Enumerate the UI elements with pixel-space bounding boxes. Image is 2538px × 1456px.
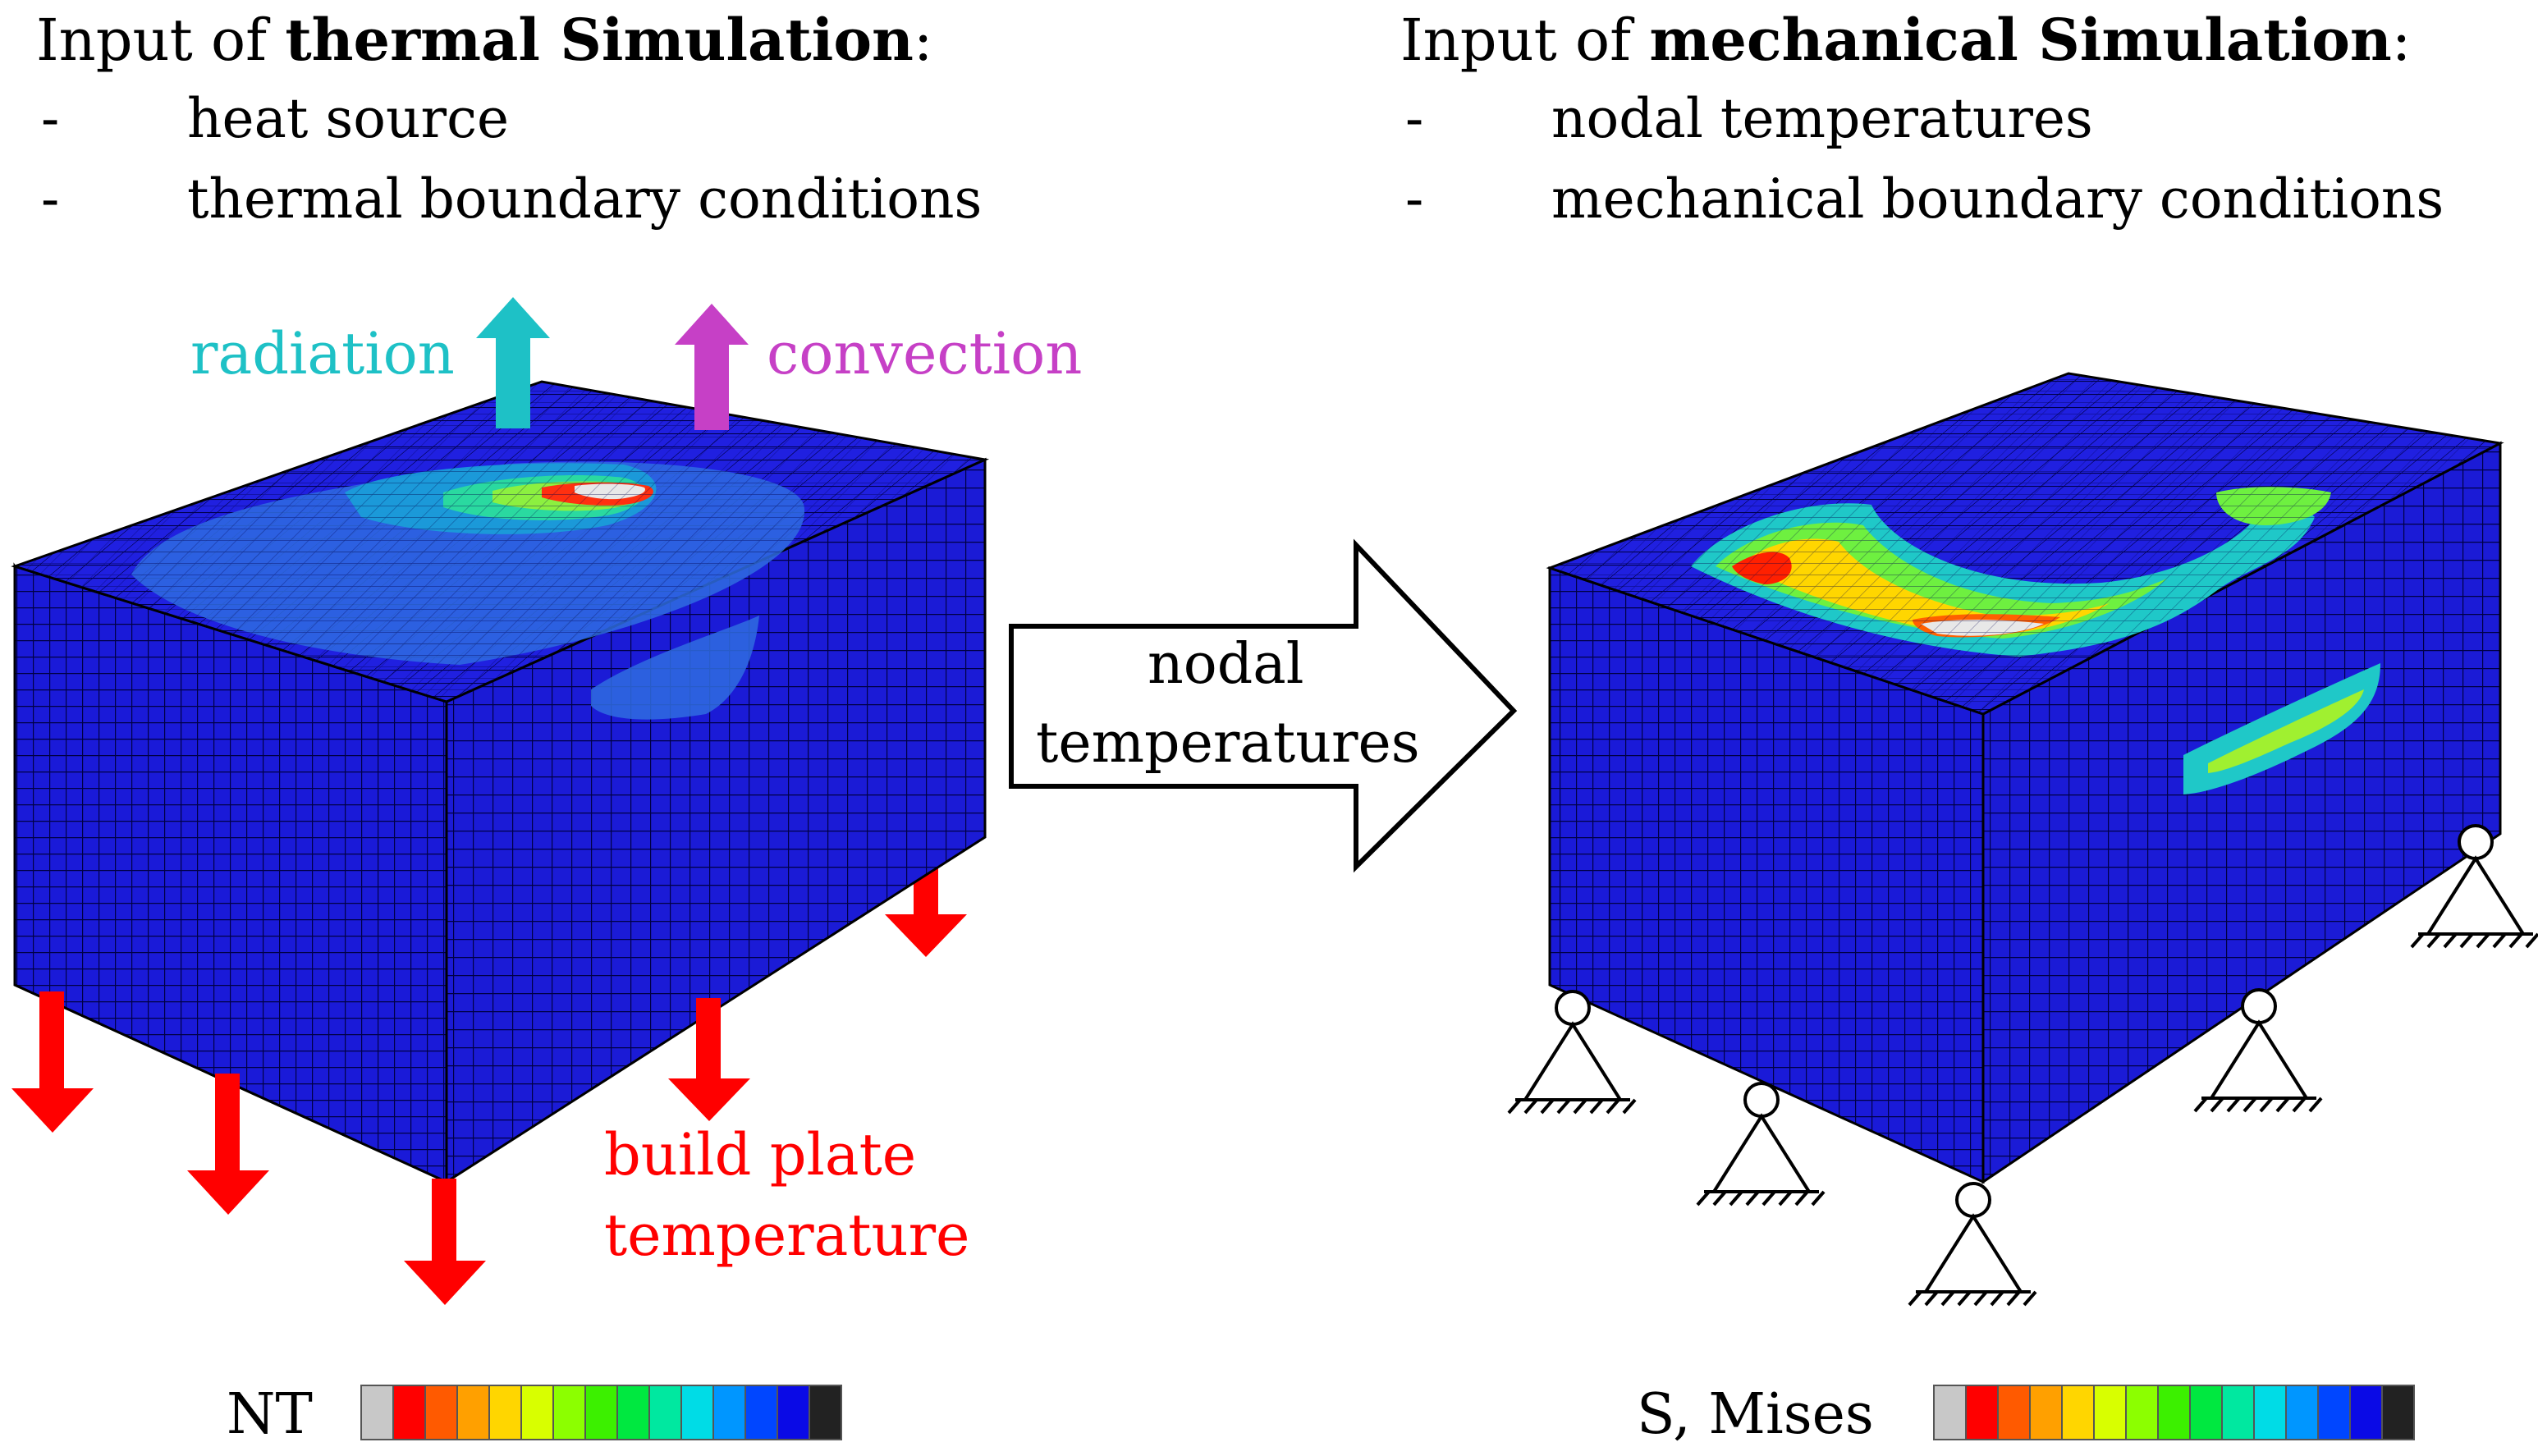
- colormap-swatch: [2381, 1385, 2415, 1440]
- colormap-swatch: [488, 1385, 522, 1440]
- mechanical-heading: Input of mechanical Simulation:: [1400, 6, 2412, 74]
- colormap-swatch: [744, 1385, 778, 1440]
- colormap-swatch: [424, 1385, 458, 1440]
- build-plate-label-1: build plate: [604, 1121, 917, 1188]
- thermal-heading: Input of thermal Simulation:: [36, 6, 933, 74]
- transfer-arrow: [1009, 538, 1518, 873]
- radiation-label: radiation: [190, 320, 455, 387]
- colormap-swatch: [2029, 1385, 2063, 1440]
- pin-support: [1507, 990, 1637, 1115]
- nt-legend-label: NT: [227, 1382, 313, 1447]
- build-plate-label-2: temperature: [604, 1202, 970, 1269]
- colormap-swatch: [2285, 1385, 2319, 1440]
- mechanical-bullet-1: -: [1405, 87, 1424, 150]
- colormap-swatch: [2061, 1385, 2095, 1440]
- colormap-swatch: [616, 1385, 650, 1440]
- mechanical-bullet-2: -: [1405, 167, 1424, 231]
- colormap-swatch: [552, 1385, 586, 1440]
- convection-label: convection: [767, 320, 1083, 387]
- pin-support: [1908, 1182, 2037, 1307]
- thermal-bullet-2: -: [41, 167, 60, 231]
- colormap-swatch: [712, 1385, 746, 1440]
- thermal-item-heat-source: heat source: [187, 87, 510, 150]
- mises-legend-label: S, Mises: [1637, 1382, 1874, 1447]
- arrow-label-2: temperatures: [1036, 711, 1420, 776]
- pin-support: [1696, 1082, 1826, 1206]
- colormap-swatch: [2093, 1385, 2127, 1440]
- mechanical-item-nodal: nodal temperatures: [1551, 87, 2093, 150]
- radiation-arrow: [476, 297, 550, 428]
- colormap-swatch: [777, 1385, 810, 1440]
- colormap-swatch: [392, 1385, 426, 1440]
- colormap-swatch: [680, 1385, 714, 1440]
- convection-arrow: [675, 304, 749, 430]
- thermal-item-boundary: thermal boundary conditions: [187, 167, 983, 231]
- arrow-label-1: nodal: [1148, 632, 1304, 697]
- colormap-swatch: [1965, 1385, 1999, 1440]
- colormap-swatch: [2189, 1385, 2223, 1440]
- pin-support: [2193, 988, 2323, 1113]
- pin-support: [2410, 824, 2538, 949]
- colormap-swatch: [2253, 1385, 2287, 1440]
- colormap-swatch: [520, 1385, 554, 1440]
- colormap-swatch: [809, 1385, 842, 1440]
- build-plate-arrows: [11, 991, 750, 1305]
- nt-colormap: [360, 1385, 842, 1440]
- colormap-swatch: [2157, 1385, 2191, 1440]
- colormap-swatch: [2317, 1385, 2351, 1440]
- colormap-swatch: [1997, 1385, 2031, 1440]
- thermal-bullet-1: -: [41, 87, 60, 150]
- colormap-swatch: [2125, 1385, 2159, 1440]
- colormap-swatch: [584, 1385, 618, 1440]
- colormap-swatch: [1933, 1385, 1967, 1440]
- thermal-mesh-block: [11, 380, 990, 1185]
- colormap-swatch: [648, 1385, 682, 1440]
- colormap-swatch: [456, 1385, 490, 1440]
- mises-colormap: [1933, 1385, 2415, 1440]
- colormap-swatch: [360, 1385, 394, 1440]
- colormap-swatch: [2349, 1385, 2383, 1440]
- pin-supports: [1507, 824, 2538, 1307]
- mechanical-mesh-block: [1546, 372, 2504, 1184]
- mechanical-item-boundary: mechanical boundary conditions: [1551, 167, 2444, 231]
- colormap-swatch: [2221, 1385, 2255, 1440]
